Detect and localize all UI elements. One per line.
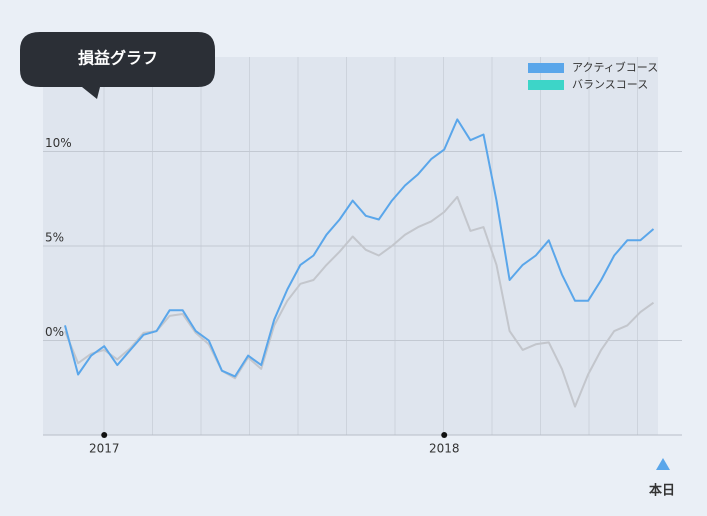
series-line <box>64 118 655 378</box>
series-line <box>64 195 655 408</box>
y-tick-label: 5% <box>45 231 64 245</box>
y-tick-label: 10% <box>45 136 72 150</box>
x-tick-mark <box>441 432 448 438</box>
legend-swatch <box>528 63 564 73</box>
today-label: 本日 <box>649 483 675 499</box>
y-tick-label: 0% <box>45 325 64 339</box>
legend-swatch <box>528 80 564 90</box>
legend-label: アクティブコース <box>572 60 658 74</box>
today-marker <box>656 458 670 470</box>
chart-title: 損益グラフ <box>78 49 158 68</box>
title-bubble <box>20 32 215 99</box>
legend-label: バランスコース <box>572 78 648 91</box>
x-tick-label: 2017 <box>89 442 120 456</box>
x-tick-label: 2018 <box>429 442 460 456</box>
x-tick-mark <box>101 432 108 438</box>
